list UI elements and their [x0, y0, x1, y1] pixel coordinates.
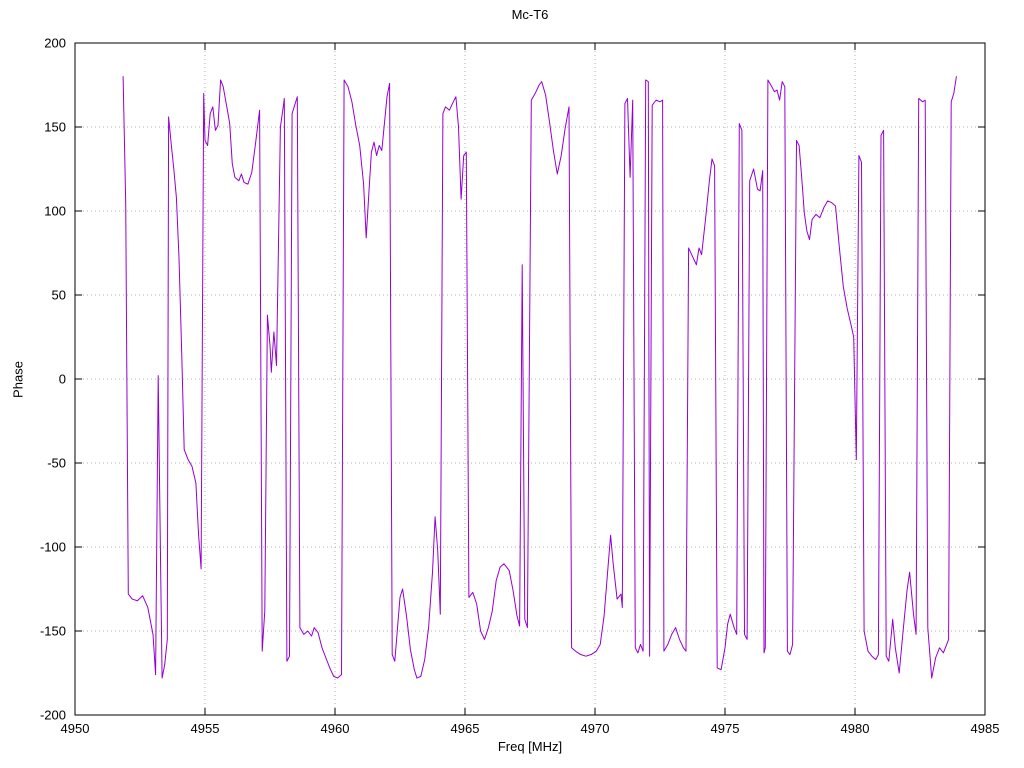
x-tick-label: 4950: [61, 721, 90, 736]
x-tick-label: 4965: [451, 721, 480, 736]
y-tick-label: 50: [52, 288, 66, 303]
y-tick-label: -150: [40, 624, 66, 639]
y-tick-label: -200: [40, 708, 66, 723]
series-line-phase: [122, 76, 957, 679]
x-tick-label: 4975: [711, 721, 740, 736]
x-tick-label: 4980: [841, 721, 870, 736]
y-tick-label: 200: [44, 36, 66, 51]
y-tick-label: -50: [47, 456, 66, 471]
x-tick-label: 4960: [321, 721, 350, 736]
y-tick-label: -100: [40, 540, 66, 555]
y-tick-label: 100: [44, 204, 66, 219]
x-axis-label: Freq [MHz]: [497, 739, 563, 754]
x-tick-label: 4955: [191, 721, 220, 736]
y-tick-label: 0: [59, 372, 66, 387]
x-tick-label: 4970: [581, 721, 610, 736]
chart-title: Mc-T6: [511, 7, 549, 22]
x-tick-label: 4985: [971, 721, 1000, 736]
y-tick-label: 150: [44, 120, 66, 135]
